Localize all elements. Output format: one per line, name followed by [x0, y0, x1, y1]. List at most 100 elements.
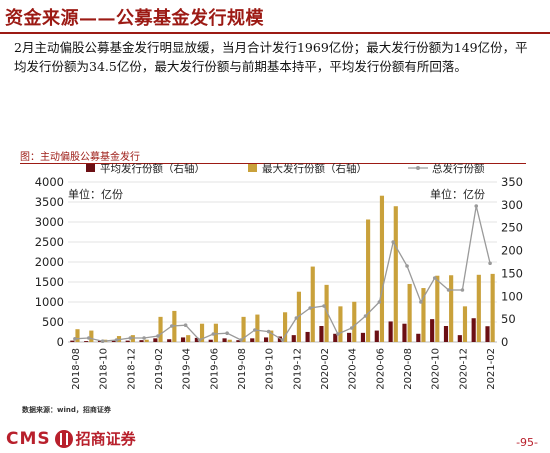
bar-avg — [305, 331, 310, 342]
bar-max — [255, 314, 260, 342]
y-left-tick-label: 0 — [57, 335, 64, 349]
line-point-total — [460, 288, 465, 292]
bar-avg — [125, 340, 130, 342]
legend-label-max: 最大发行份额（右轴） — [262, 162, 367, 175]
source-note: 数据来源：wind，招商证券 — [22, 406, 111, 414]
bar-max — [421, 288, 426, 342]
line-point-total — [100, 339, 105, 344]
bar-avg — [277, 336, 282, 342]
line-point-total — [280, 338, 285, 342]
bar-max — [476, 274, 481, 342]
line-point-total — [114, 338, 119, 342]
x-tick-label: 2020-02 — [320, 348, 331, 390]
line-point-total — [363, 314, 368, 318]
line-point-total — [349, 326, 354, 330]
y-right-tick-label: 200 — [501, 244, 523, 258]
bar-avg — [111, 340, 116, 342]
bar-avg — [388, 321, 393, 342]
bar-max — [89, 330, 94, 342]
bar-avg — [153, 338, 158, 342]
line-point-total — [253, 328, 257, 332]
bar-max — [462, 306, 468, 342]
line-point-total — [391, 240, 396, 244]
line-point-total — [294, 316, 299, 320]
line-point-total — [86, 336, 91, 340]
bar-avg — [416, 333, 421, 342]
y-right-tick-label: 100 — [501, 289, 523, 303]
y-right-tick-label: 300 — [501, 198, 523, 212]
line-point-total — [225, 331, 229, 336]
y-left-tick-label: 3500 — [35, 195, 64, 209]
y-left-tick-label: 1000 — [35, 295, 64, 309]
bar-max — [310, 266, 315, 342]
bar-avg — [430, 319, 435, 342]
y-left-tick-label: 3000 — [35, 215, 64, 229]
line-point-total — [419, 300, 423, 304]
bar-avg — [333, 333, 338, 342]
legend-swatch-avg — [86, 164, 95, 172]
bar-max — [227, 339, 232, 342]
logo-text: 招商证券 — [75, 430, 136, 448]
line-point-total — [322, 304, 326, 308]
bar-avg — [485, 326, 490, 342]
x-tick-label: 2019-04 — [182, 348, 193, 390]
line-point-total — [239, 338, 243, 342]
bar-max — [283, 312, 288, 342]
line-point-total — [183, 323, 188, 328]
x-tick-label: 2019-06 — [209, 348, 220, 390]
legend-swatch-max — [248, 164, 257, 172]
page-title: 资金来源——公募基金发行规模 — [5, 8, 264, 29]
legend-marker-total — [416, 166, 420, 170]
x-tick-label: 2018-08 — [71, 348, 82, 390]
logo-prefix: CMS — [6, 428, 51, 449]
line-point-total — [73, 337, 77, 341]
legend-label-total: 总发行份额 — [432, 162, 485, 175]
line-point-total — [128, 336, 133, 340]
bar-avg — [264, 337, 269, 342]
bar-avg — [471, 318, 476, 342]
bar-avg — [250, 338, 255, 342]
line-point-total — [377, 300, 382, 304]
line-point-total — [156, 334, 160, 338]
bar-avg — [236, 340, 241, 342]
bar-max — [241, 316, 246, 342]
bar-avg — [319, 326, 324, 342]
x-tick-label: 2020-12 — [458, 348, 469, 390]
y-right-tick-label: 350 — [501, 175, 523, 189]
x-tick-label: 2020-08 — [403, 348, 414, 390]
right-axis-unit: 单位：亿份 — [430, 187, 485, 201]
bar-max — [186, 335, 191, 342]
x-tick-label: 2020-06 — [375, 348, 386, 390]
y-right-tick-label: 0 — [501, 335, 508, 349]
bar-avg — [347, 332, 352, 342]
line-point-total — [266, 329, 271, 334]
bar-max — [144, 339, 149, 342]
bar-max — [435, 275, 440, 342]
legend-label-avg: 平均发行份额（右轴） — [100, 162, 205, 175]
bar-avg — [443, 326, 449, 342]
line-point-total — [308, 306, 312, 310]
bar-avg — [180, 337, 186, 342]
x-tick-label: 2021-02 — [486, 348, 497, 390]
bar-avg — [167, 339, 172, 342]
x-tick-label: 2020-10 — [431, 348, 442, 390]
bar-avg — [222, 338, 227, 342]
bar-avg — [360, 332, 366, 342]
bar-avg — [194, 337, 199, 342]
bar-max — [75, 329, 80, 342]
x-tick-label: 2019-10 — [265, 348, 276, 390]
page-number: -95- — [516, 436, 538, 449]
bar-avg — [374, 330, 379, 342]
line-point-total — [432, 276, 437, 280]
bar-max — [269, 330, 274, 342]
y-left-tick-label: 1500 — [35, 275, 64, 289]
bar-avg — [139, 340, 144, 342]
x-tick-label: 2018-10 — [99, 348, 110, 390]
line-point-total — [474, 204, 479, 208]
bar-avg — [97, 340, 103, 342]
line-point-total — [336, 332, 340, 336]
bar-avg — [84, 341, 89, 342]
bar-max — [158, 316, 163, 342]
bar-avg — [70, 340, 75, 342]
bar-max — [379, 195, 385, 342]
